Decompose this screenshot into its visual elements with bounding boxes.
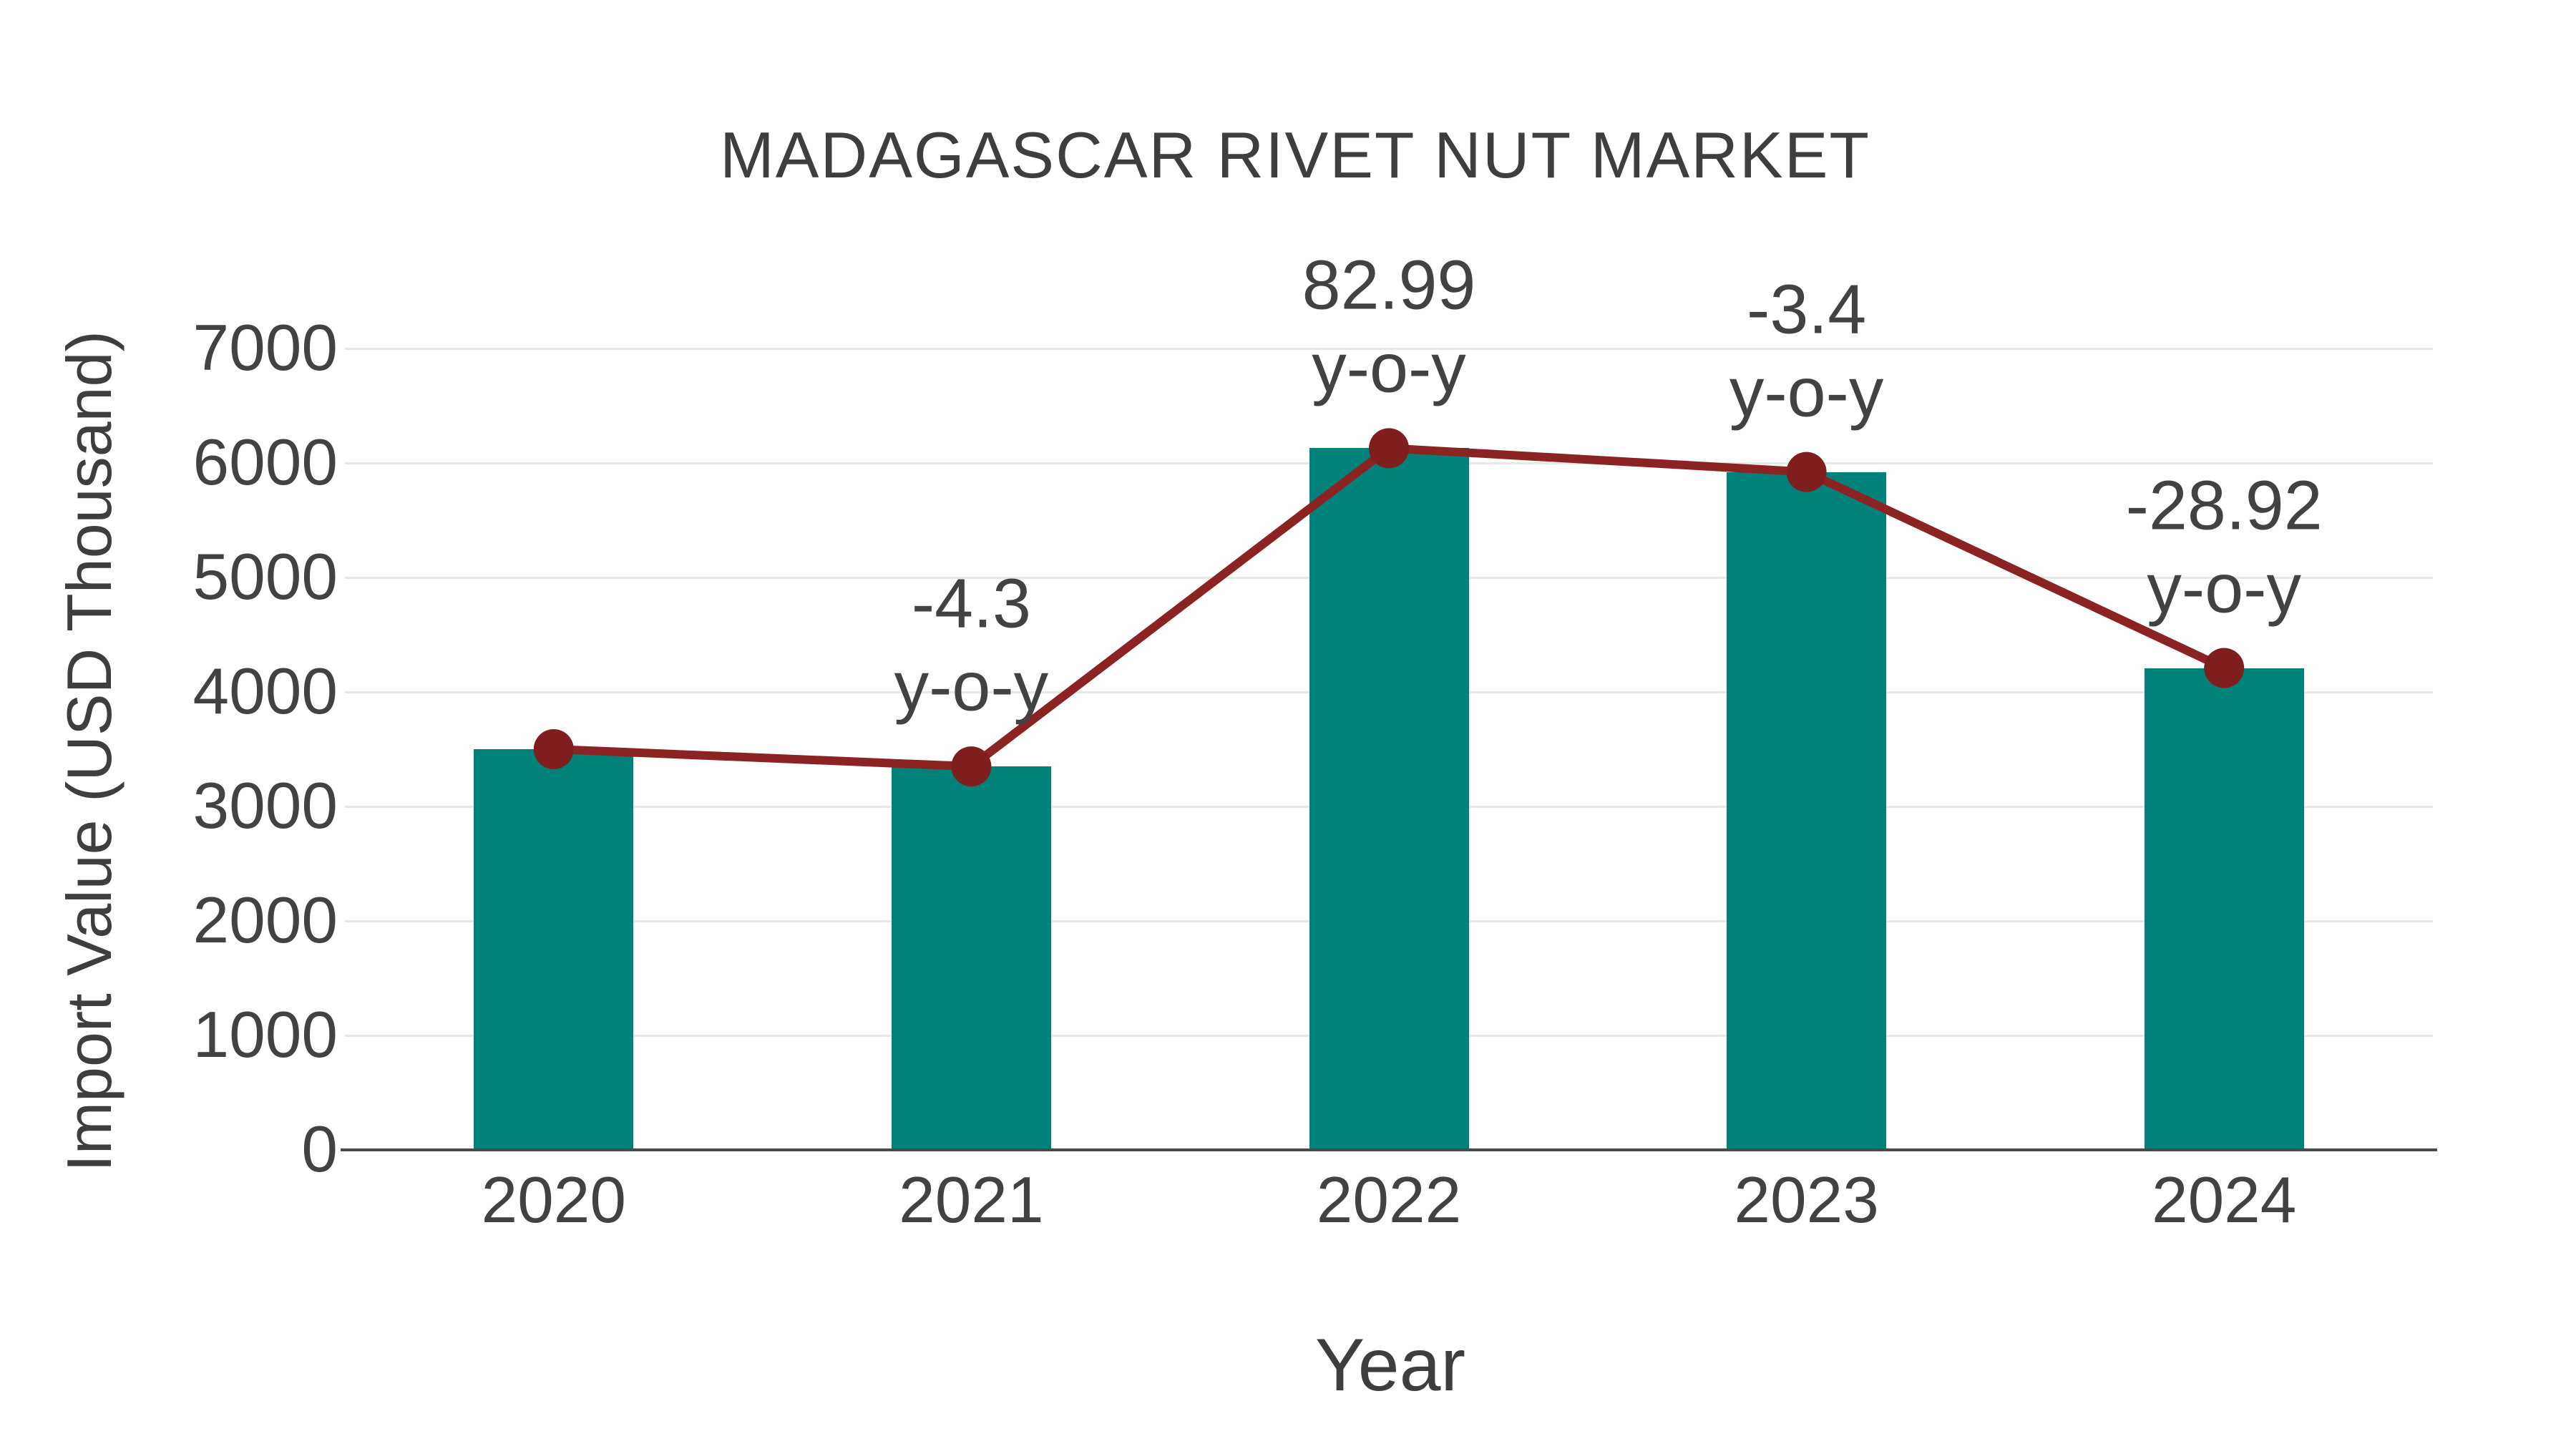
yoy-value-2024: -28.92 [2125,466,2323,545]
x-tick-label-2021: 2021 [899,1164,1044,1236]
x-axis-line [341,1148,2437,1151]
y-tick-label-2000: 2000 [192,884,338,957]
yoy-value-2022: 82.99 [1302,245,1476,324]
x-tick-label-2023: 2023 [1734,1164,1879,1236]
yoy-value-2023: -3.4 [1747,270,1867,348]
x-axis-title: Year [1314,1324,1466,1407]
bar-2021 [891,766,1051,1150]
yoy-suffix-2021: y-o-y [894,647,1049,726]
yoy-value-2021: -4.3 [911,564,1031,643]
x-tick-label-2022: 2022 [1316,1164,1462,1236]
y-tick-label-4000: 4000 [192,655,338,728]
chart-title: MADAGASCAR RIVET NUT MARKET [720,119,1870,192]
y-tick-label-5000: 5000 [192,541,338,613]
y-tick-label-0: 0 [301,1113,338,1186]
y-tick-label-6000: 6000 [192,426,338,499]
yoy-suffix-2023: y-o-y [1729,353,1884,431]
yoy-suffix-2022: y-o-y [1312,328,1466,407]
y-tick-label-3000: 3000 [192,770,338,842]
bar-2023 [1727,472,1887,1150]
bar-2022 [1309,448,1469,1150]
x-tick-label-2024: 2024 [2151,1164,2297,1236]
yoy-suffix-2024: y-o-y [2147,549,2301,628]
gridline-7000 [345,347,2433,350]
y-tick-label-1000: 1000 [192,999,338,1071]
bar-2020 [474,749,634,1150]
y-tick-label-7000: 7000 [192,312,338,384]
bar-2024 [2144,668,2304,1150]
x-tick-label-2020: 2020 [481,1164,627,1236]
